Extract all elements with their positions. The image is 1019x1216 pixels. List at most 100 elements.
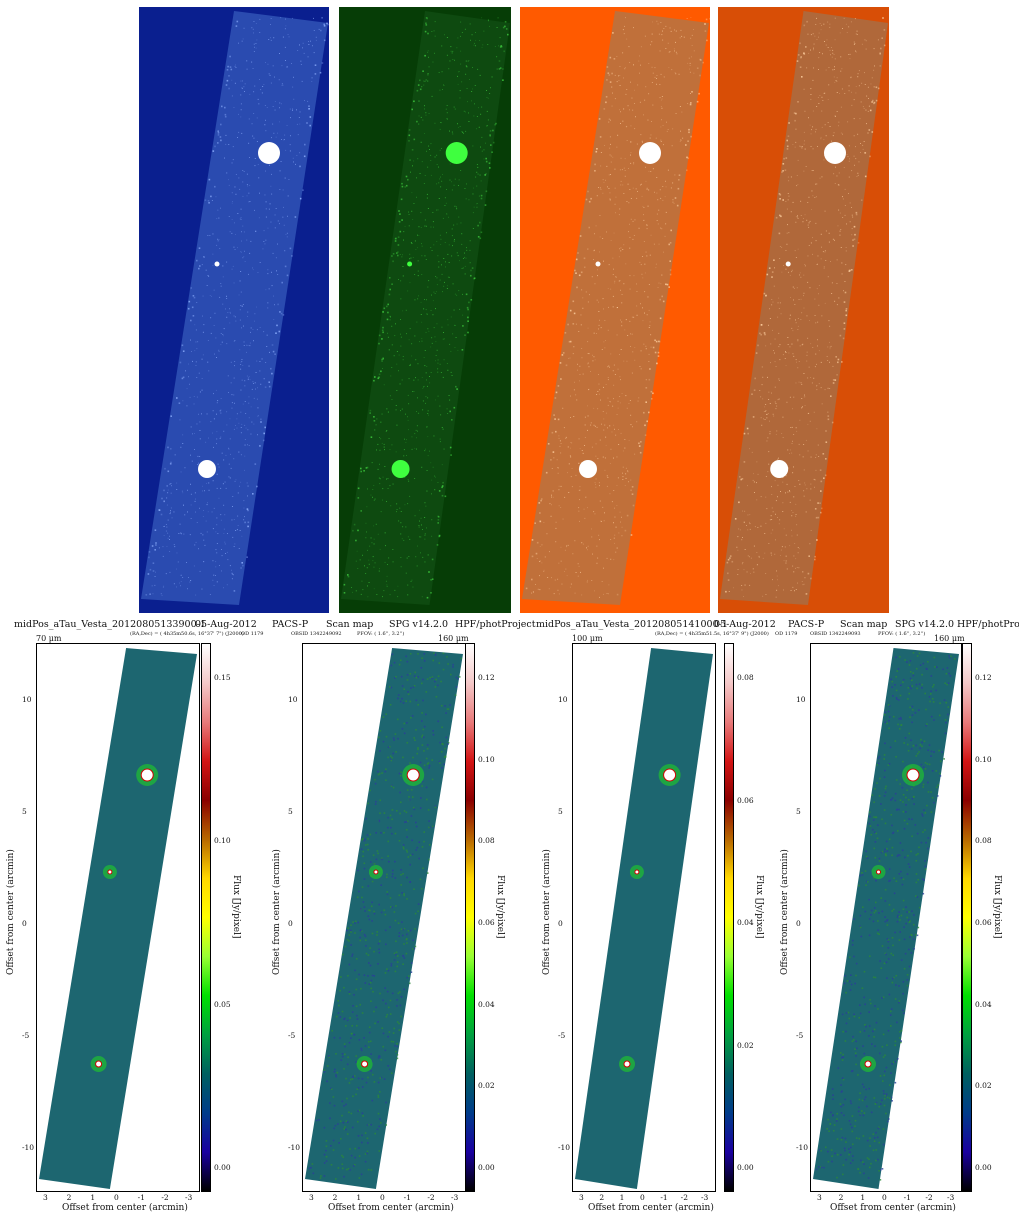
colorbar-label: Flux [Jy/pixel] <box>495 875 505 939</box>
colorbar-tick-label: 0.00 <box>478 1163 495 1172</box>
source-1 <box>406 768 420 782</box>
source-2 <box>373 869 379 875</box>
x-tick-label: 1 <box>619 1193 625 1202</box>
y-tick-label: 0 <box>558 919 563 928</box>
source-3 <box>391 460 410 478</box>
band-label: 100 μm <box>572 634 603 643</box>
obs-name-right: midPos_aTau_Vesta_20120805141000-1 <box>536 619 728 630</box>
scan-strip <box>813 648 959 1189</box>
x-tick-label: 0 <box>882 1193 887 1202</box>
colorbar-tick-label: 0.06 <box>975 918 992 927</box>
scan-strip <box>575 648 713 1189</box>
flux-map-frame <box>810 643 962 1192</box>
x-axis-label: Offset from center (arcmin) <box>830 1203 956 1213</box>
colorbar-tick-label: 0.05 <box>214 999 231 1009</box>
x-tick-label: -2 <box>680 1193 688 1202</box>
thumbnail-image-blue <box>139 7 329 613</box>
colorbar-tick-label: 0.06 <box>478 918 495 927</box>
x-tick-label: -2 <box>427 1193 435 1202</box>
x-tick-label: 1 <box>356 1193 362 1202</box>
spg-right: SPG v14.2.0 <box>895 619 955 630</box>
obsid-left: OBSID 1342249092 <box>291 631 342 637</box>
proc-right: HPF/photProject <box>957 619 1019 630</box>
date-left: 05-Aug-2012 <box>195 619 257 630</box>
scan-strip <box>341 11 510 605</box>
x-tick-label: 3 <box>579 1193 584 1202</box>
y-tick-label: 0 <box>288 919 293 928</box>
y-tick-label: 0 <box>22 919 27 928</box>
band-label: 160 μm <box>934 634 965 643</box>
y-tick-label: 10 <box>796 695 806 704</box>
y-tick-label: -5 <box>558 1031 566 1040</box>
x-tick-label: -1 <box>403 1193 411 1202</box>
y-tick-label: 5 <box>796 807 801 816</box>
colorbar <box>465 643 475 1192</box>
thumbnail-orange-dark <box>718 7 889 613</box>
proc-left: HPF/photProject <box>455 619 536 630</box>
x-tick-label: 2 <box>838 1193 844 1202</box>
x-tick-label: -1 <box>903 1193 911 1202</box>
colorbar-tick-label: 0.15 <box>214 673 231 682</box>
source-2 <box>407 261 413 267</box>
source-3 <box>579 460 597 478</box>
y-tick-label: 10 <box>22 695 32 704</box>
x-tick-label: -3 <box>947 1193 955 1202</box>
source-1 <box>824 142 846 164</box>
colorbar-tick-label: 0.00 <box>975 1163 992 1172</box>
x-tick-label: 3 <box>817 1193 822 1202</box>
source-1 <box>663 768 677 782</box>
flux-map-frame <box>302 643 466 1192</box>
spg-left: SPG v14.2.0 <box>389 619 449 630</box>
y-tick-label: 5 <box>22 807 27 816</box>
band-label: 160 μm <box>438 634 469 643</box>
source-2 <box>634 869 640 875</box>
x-tick-label: 2 <box>599 1193 605 1202</box>
coords-right: (RA,Dec) = ( 4h35m51.5s, 16°37' 9") (J20… <box>655 631 769 637</box>
y-tick-label: -10 <box>796 1143 809 1152</box>
thumbnail-green <box>339 7 511 613</box>
colorbar-tick-label: 0.04 <box>737 918 754 927</box>
x-tick-label: 0 <box>640 1193 645 1202</box>
y-axis-label: Offset from center (arcmin) <box>780 849 790 975</box>
colorbar-tick-label: 0.04 <box>478 999 495 1009</box>
thumbnail-orange <box>520 7 710 613</box>
od-left: OD 1179 <box>241 631 264 637</box>
flux-map-frame <box>572 643 716 1192</box>
colorbar-tick-label: 0.04 <box>975 999 992 1009</box>
colorbar-tick-label: 0.10 <box>214 836 231 846</box>
colorbar-tick-label: 0.02 <box>737 1040 754 1050</box>
colorbar-tick-label: 0.08 <box>975 836 992 846</box>
colorbar-tick-label: 0.08 <box>737 673 754 682</box>
source-1 <box>445 142 468 164</box>
thumbnail-blue <box>139 7 329 613</box>
x-tick-label: -1 <box>660 1193 668 1202</box>
instrument-left: PACS-P <box>272 619 309 630</box>
source-3 <box>361 1060 369 1068</box>
colorbar <box>724 643 734 1192</box>
scan-strip <box>141 11 328 605</box>
y-axis-label: Offset from center (arcmin) <box>6 849 16 975</box>
x-tick-label: -1 <box>137 1193 145 1202</box>
y-tick-label: -5 <box>796 1031 804 1040</box>
instrument-right: PACS-P <box>788 619 825 630</box>
y-axis-label: Offset from center (arcmin) <box>272 849 282 975</box>
source-2 <box>785 261 791 267</box>
coords-left: (RA,Dec) = ( 4h35m50.6s, 16°37' 7") (J20… <box>130 631 244 637</box>
x-tick-label: -3 <box>701 1193 709 1202</box>
y-tick-label: 0 <box>796 919 801 928</box>
source-3 <box>623 1060 631 1068</box>
y-tick-label: 10 <box>288 695 298 704</box>
y-tick-label: -10 <box>558 1143 571 1152</box>
colorbar-tick-label: 0.10 <box>478 754 495 764</box>
colorbar-label: Flux [Jy/pixel] <box>992 875 1002 939</box>
date-right: 05-Aug-2012 <box>714 619 776 630</box>
scan-strip <box>522 11 709 605</box>
source-3 <box>864 1060 872 1068</box>
source-2 <box>107 869 113 875</box>
source-2 <box>214 261 220 267</box>
thumbnail-image-orange-dark <box>718 7 889 613</box>
x-tick-label: -2 <box>925 1193 933 1202</box>
x-tick-label: -3 <box>451 1193 459 1202</box>
scan-strip <box>720 11 888 605</box>
colorbar-tick-label: 0.12 <box>478 673 495 682</box>
